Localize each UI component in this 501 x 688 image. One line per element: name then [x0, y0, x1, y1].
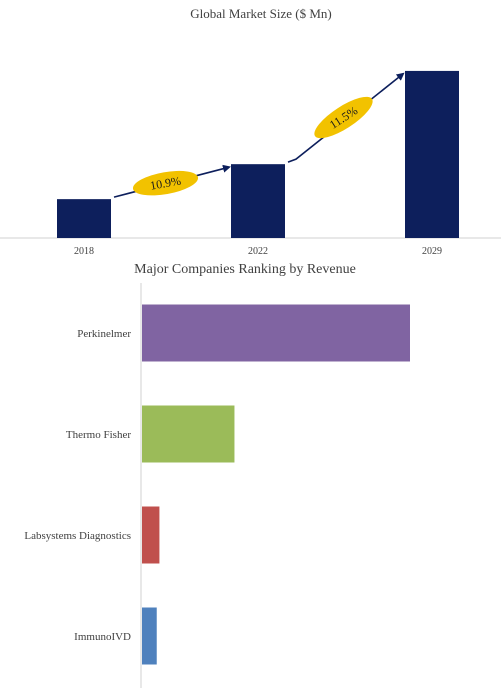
- company-bar-immunoivd: [142, 607, 157, 665]
- company-ranking-chart: Major Companies Ranking by Revenue Perki…: [24, 262, 410, 688]
- company-bar-perkinelmer: [142, 304, 410, 362]
- market-size-x-ticks: 2018 2022 2029: [74, 246, 442, 257]
- cagr-badge-shape: [132, 170, 199, 196]
- market-size-chart: Global Market Size ($ Mn) 10.9% 11.5% 201…: [0, 6, 501, 257]
- company-label-labsystems-diagnostics: Labsystems Diagnostics: [24, 530, 131, 542]
- company-label-thermo-fisher: Thermo Fisher: [66, 429, 131, 441]
- x-tick-label-2029: 2029: [422, 246, 442, 257]
- company-ranking-title: Major Companies Ranking by Revenue: [134, 262, 356, 277]
- cagr-badge-2022-2029: 11.5%: [314, 96, 373, 139]
- company-bar-thermo-fisher: [142, 405, 235, 463]
- cagr-badge-2018-2022: 10.9%: [132, 170, 199, 196]
- market-size-bars: [57, 70, 459, 239]
- market-size-title: Global Market Size ($ Mn): [190, 6, 332, 21]
- company-bar-labsystems-diagnostics: [142, 506, 160, 564]
- company-ranking-bars: [142, 304, 410, 665]
- x-tick-label-2022: 2022: [248, 246, 268, 257]
- cagr-label: 10.9%: [149, 174, 182, 193]
- company-ranking-y-ticks: Perkinelmer Thermo Fisher Labsystems Diagn…: [24, 328, 131, 643]
- market-size-bar-2022: [231, 164, 285, 238]
- market-size-bar-2018: [57, 199, 111, 238]
- cagr-badge-shape: [314, 96, 373, 139]
- company-label-perkinelmer: Perkinelmer: [77, 328, 131, 340]
- x-tick-label-2018: 2018: [74, 246, 94, 257]
- company-label-immunoivd: ImmunoIVD: [74, 631, 131, 643]
- market-size-bar-2029: [405, 70, 459, 239]
